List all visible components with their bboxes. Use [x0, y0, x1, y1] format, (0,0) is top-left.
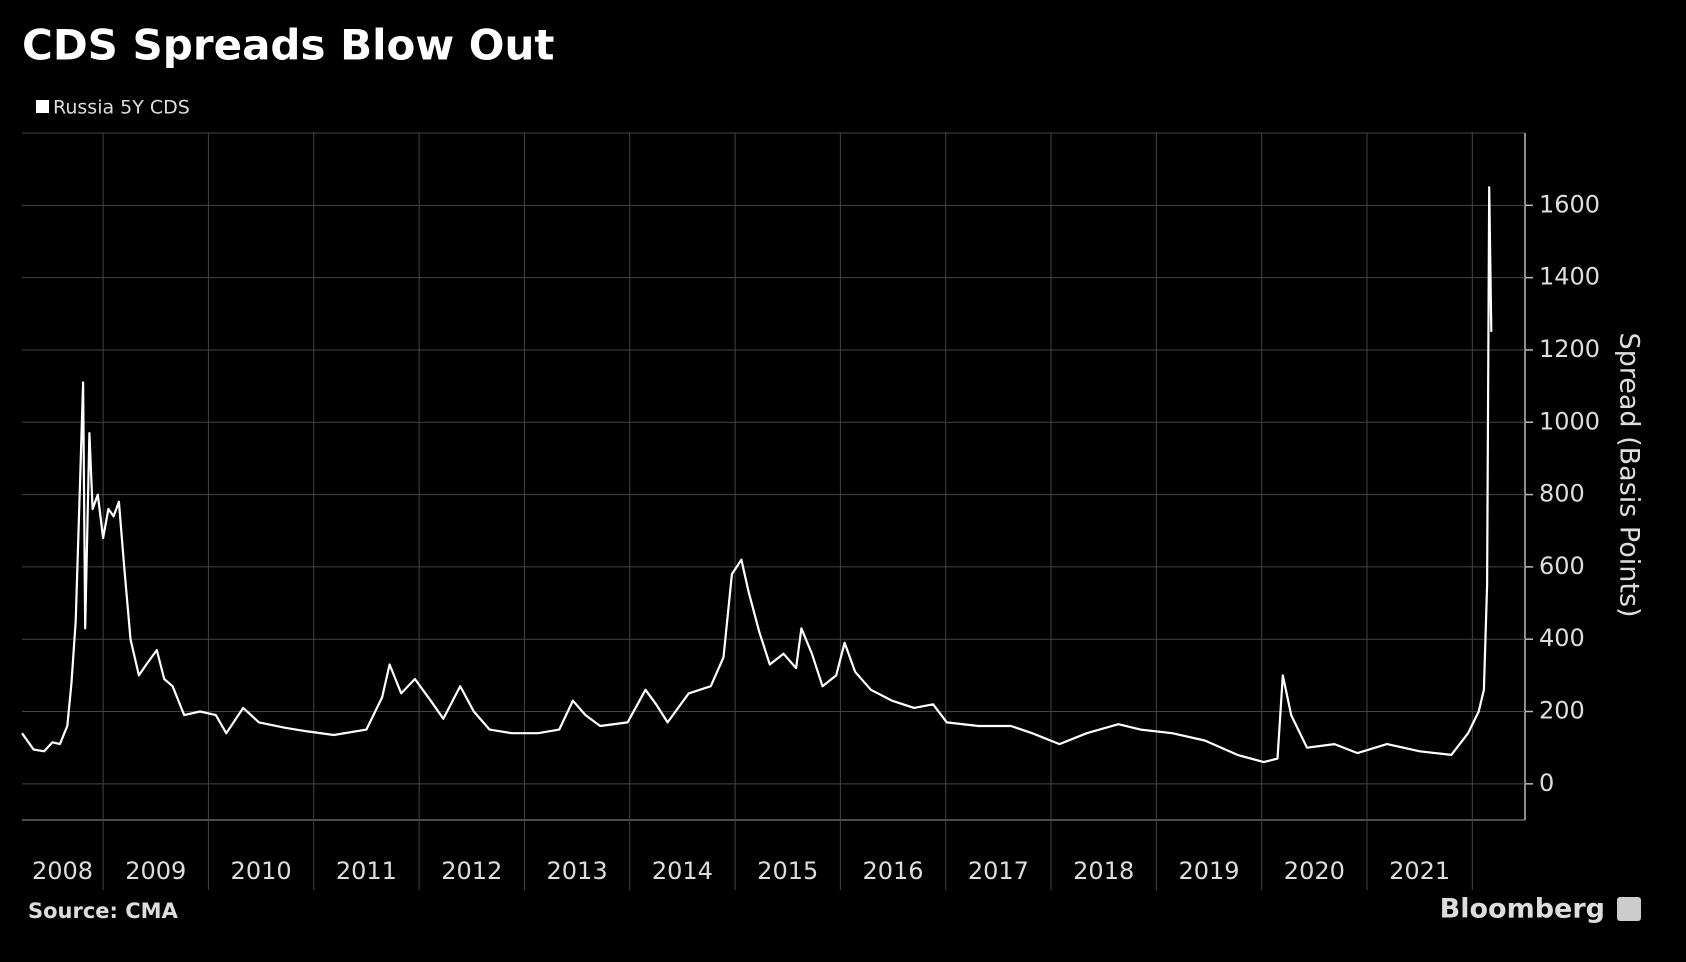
y-tick-label: 1200 [1539, 335, 1600, 363]
x-tick-label: 2010 [231, 857, 292, 885]
y-tick-label: 0 [1539, 769, 1554, 797]
source: Source: CMA [28, 899, 179, 923]
x-tick-label: 2017 [968, 857, 1029, 885]
x-tick-label: 2014 [652, 857, 713, 885]
x-tick-label: 2008 [32, 857, 93, 885]
x-tick-label: 2013 [547, 857, 608, 885]
brand: Bloomberg [1440, 894, 1605, 925]
x-tick-label: 2015 [757, 857, 818, 885]
legend-swatch [36, 100, 49, 113]
y-tick-label: 600 [1539, 552, 1585, 580]
x-tick-label: 2012 [441, 857, 502, 885]
chart-title: CDS Spreads Blow Out [22, 21, 554, 70]
y-tick-label: 800 [1539, 480, 1585, 508]
y-tick-label: 400 [1539, 624, 1585, 652]
y-tick-label: 1600 [1539, 190, 1600, 218]
line-series [21, 186, 1493, 764]
brand-icon [1617, 897, 1641, 921]
x-tick-label: 2021 [1389, 857, 1450, 885]
x-tick-label: 2019 [1178, 857, 1239, 885]
x-tick-label: 2020 [1284, 857, 1345, 885]
x-tick-label: 2018 [1073, 857, 1134, 885]
y-tick-label: 200 [1539, 697, 1585, 725]
y-axis-label: Spread (Basis Points) [1614, 332, 1645, 617]
x-tick-label: 2011 [336, 857, 397, 885]
legend-label: Russia 5Y CDS [53, 97, 190, 119]
y-tick-label: 1400 [1539, 263, 1600, 291]
y-tick-label: 1000 [1539, 407, 1600, 435]
x-tick-label: 2009 [125, 857, 186, 885]
x-tick-label: 2016 [863, 857, 924, 885]
